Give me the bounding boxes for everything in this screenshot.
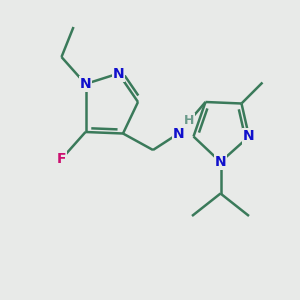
Text: N: N: [173, 127, 184, 140]
Text: H: H: [184, 113, 194, 127]
Text: N: N: [215, 155, 226, 169]
Text: N: N: [243, 130, 255, 143]
Text: F: F: [57, 152, 66, 166]
Text: N: N: [113, 67, 124, 80]
Text: N: N: [80, 77, 91, 91]
